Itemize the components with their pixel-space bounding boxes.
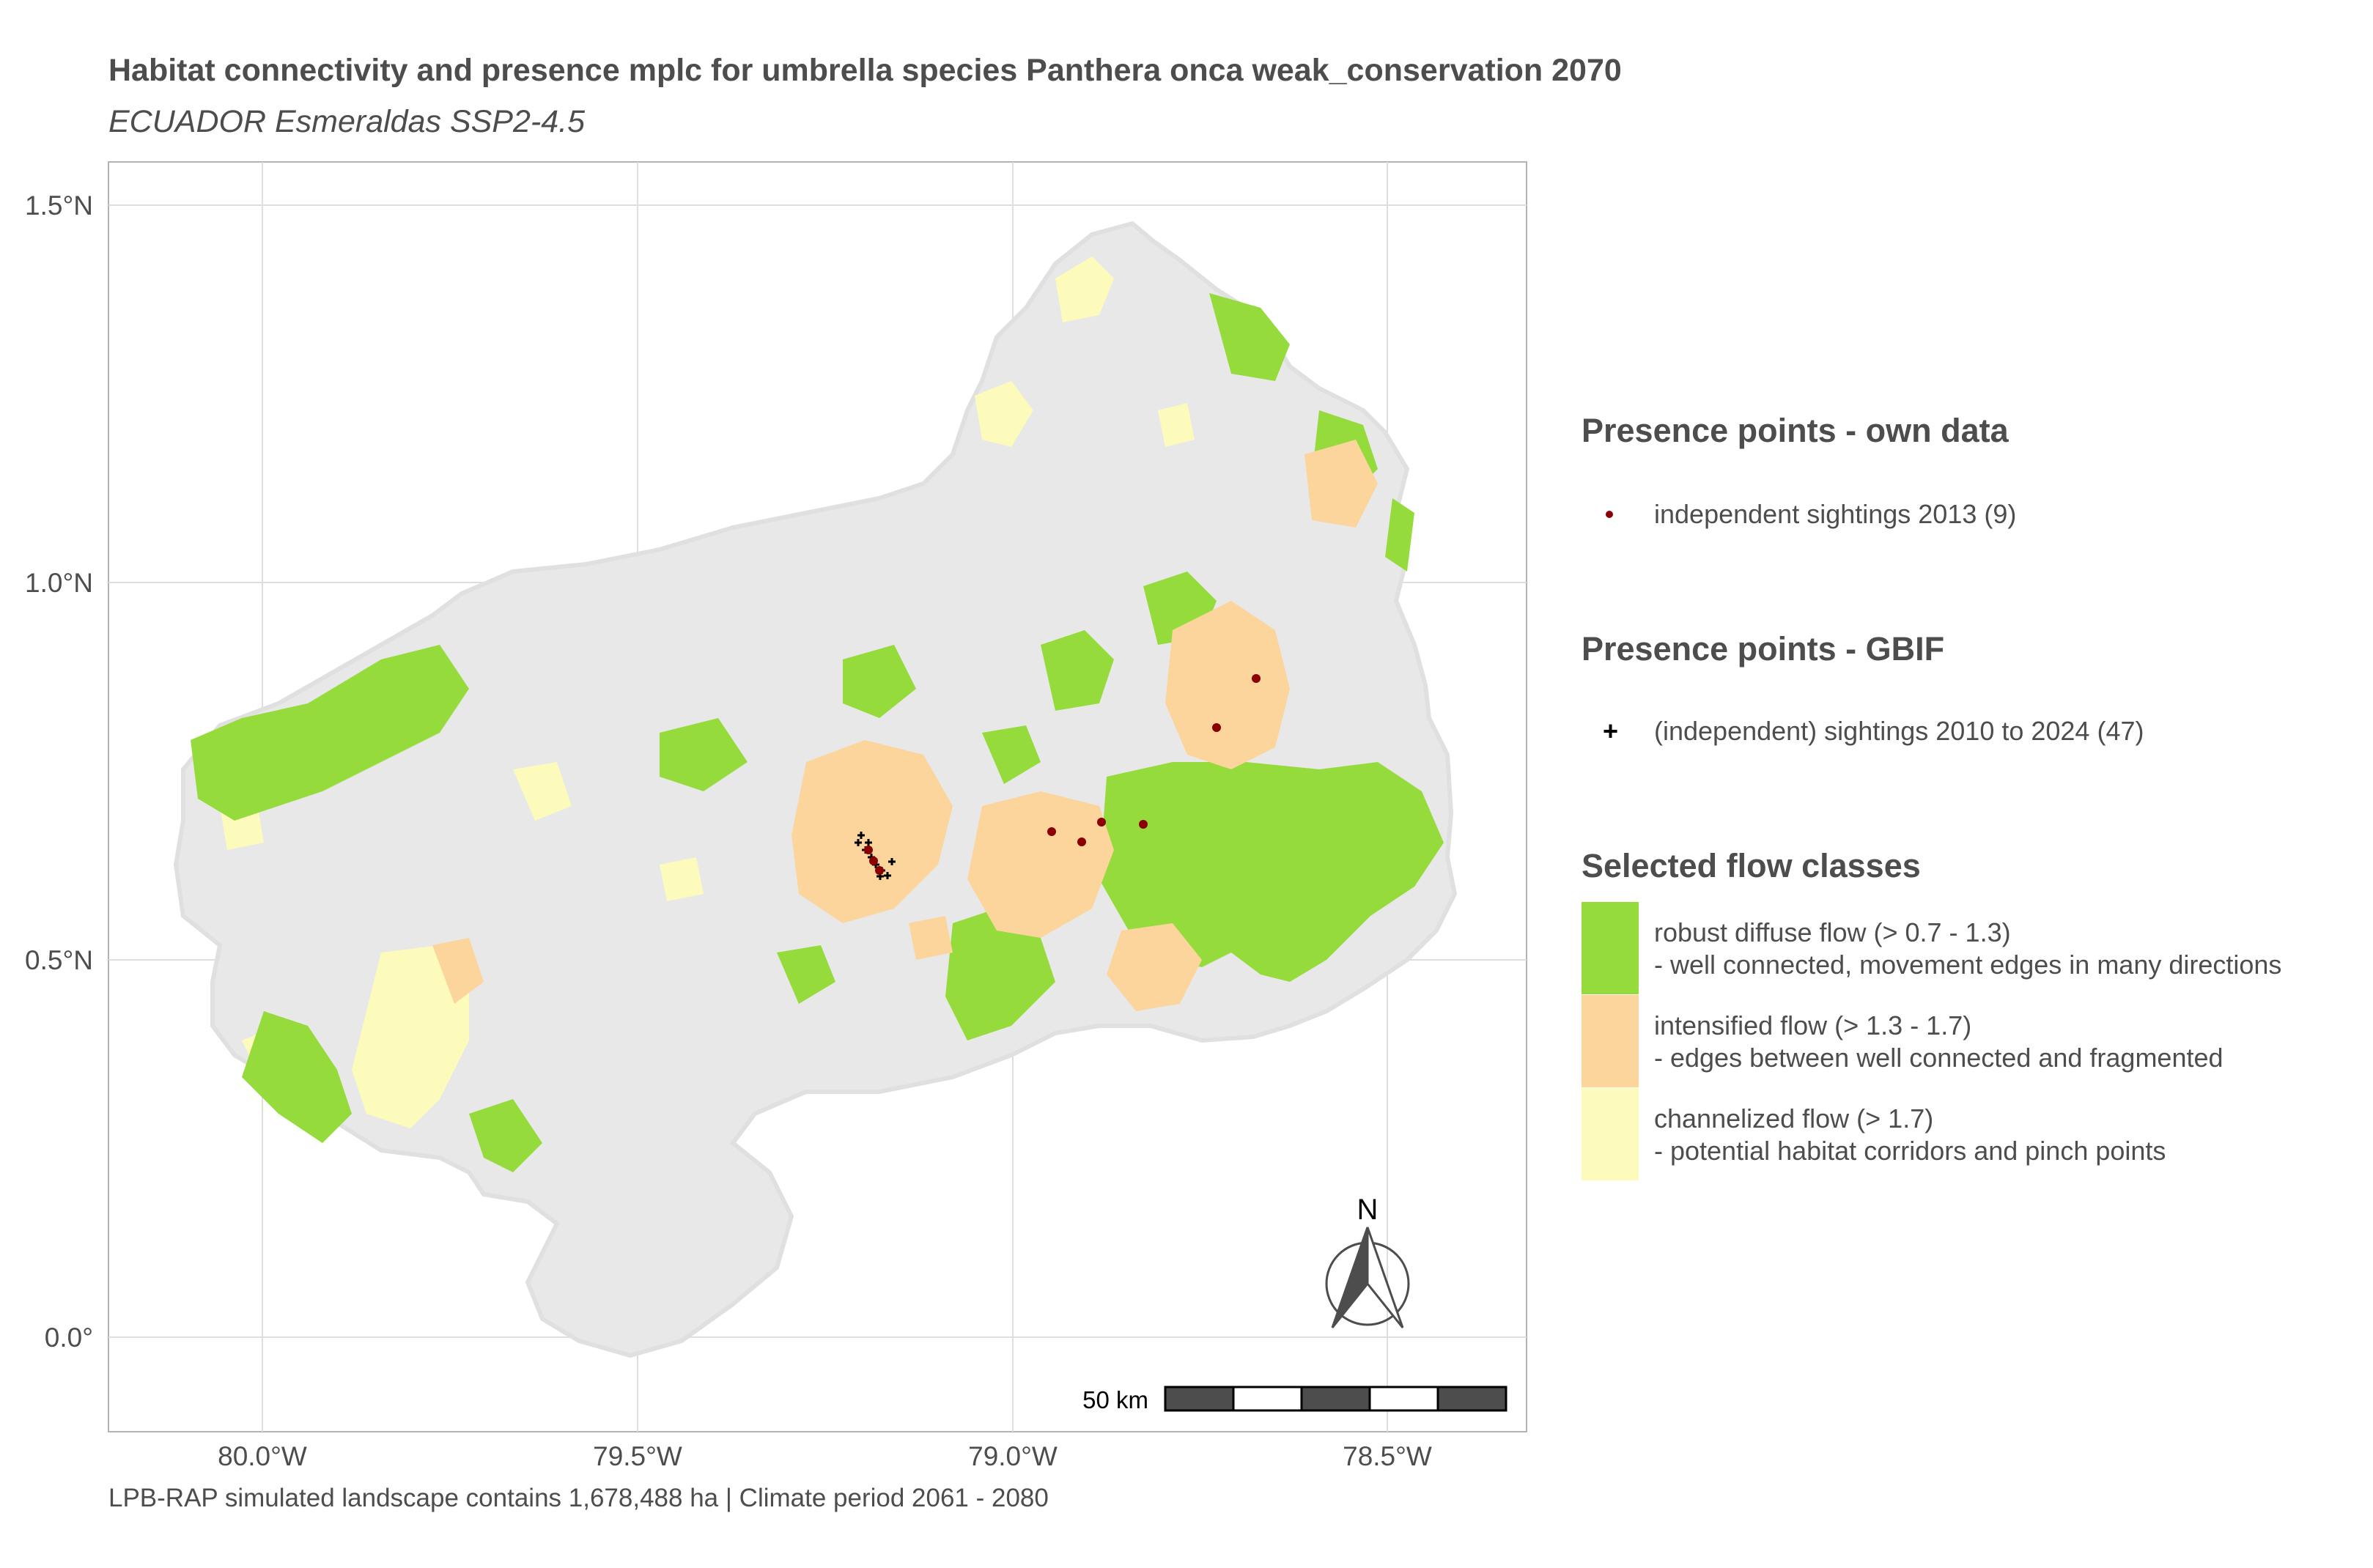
intensified-flow-areas: [432, 440, 1378, 1011]
intensified-flow-swatch: [1582, 995, 1639, 1087]
legend-gbif-title: Presence points - GBIF: [1582, 630, 1945, 667]
intensified-flow-description: - edges between well connected and fragm…: [1654, 1043, 2223, 1073]
y-tick-label: 0.5°N: [25, 945, 93, 975]
y-tick-label: 1.5°N: [25, 191, 93, 221]
north-arrow-label: N: [1357, 1194, 1379, 1226]
channelized-flow-swatch: [1582, 1088, 1639, 1180]
x-tick-label: 79.5°W: [593, 1441, 682, 1471]
map-caption: LPB-RAP simulated landscape contains 1,6…: [108, 1484, 1049, 1512]
map-title: Habitat connectivity and presence mplc f…: [108, 53, 1622, 88]
scale-bar: [1164, 1386, 1507, 1412]
y-tick-label: 0.0°: [45, 1323, 93, 1353]
robust-flow-label: robust diffuse flow (> 0.7 - 1.3): [1654, 917, 2011, 947]
own-data-sightings: [864, 674, 1261, 875]
legend-flow-title: Selected flow classes: [1582, 847, 1921, 884]
scale-bar-label: 50 km: [1082, 1386, 1148, 1413]
legend-own-data-title: Presence points - own data: [1582, 412, 2009, 449]
legend-own-data-label: independent sightings 2013 (9): [1654, 499, 2017, 529]
y-tick-label: 1.0°N: [25, 568, 93, 598]
map-subtitle: ECUADOR Esmeraldas SSP2-4.5: [108, 104, 585, 139]
x-tick-label: 78.5°W: [1343, 1441, 1432, 1471]
north-arrow: [1325, 1227, 1410, 1328]
own-data-key-dot: [1606, 511, 1613, 518]
legend-gbif-label: (independent) sightings 2010 to 2024 (47…: [1654, 716, 2144, 746]
legend-gbif-symbol: +: [1603, 716, 1619, 746]
x-tick-label: 79.0°W: [968, 1441, 1058, 1471]
x-tick-label: 80.0°W: [218, 1441, 307, 1471]
robust-flow-swatch: [1582, 902, 1639, 994]
channelized-flow-label: channelized flow (> 1.7): [1654, 1103, 1934, 1134]
robust-flow-description: - well connected, movement edges in many…: [1654, 950, 2282, 980]
intensified-flow-label: intensified flow (> 1.3 - 1.7): [1654, 1010, 1972, 1040]
channelized-flow-description: - potential habitat corridors and pinch …: [1654, 1136, 2166, 1166]
